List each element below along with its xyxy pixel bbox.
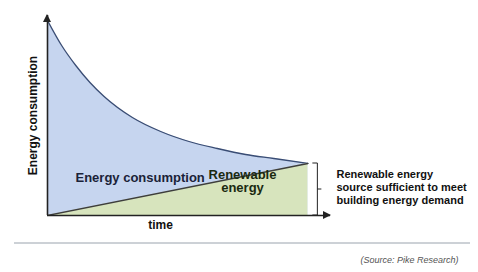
svg-text:time: time xyxy=(148,218,173,232)
svg-text:Renewableenergy: Renewableenergy xyxy=(209,167,277,195)
svg-text:Energy consumption: Energy consumption xyxy=(26,56,40,175)
svg-text:Renewable energysource suffici: Renewable energysource sufficient to mee… xyxy=(337,168,468,206)
svg-text:Energy consumption: Energy consumption xyxy=(76,170,205,185)
svg-text:(Source: Pike Research): (Source: Pike Research) xyxy=(360,255,458,265)
